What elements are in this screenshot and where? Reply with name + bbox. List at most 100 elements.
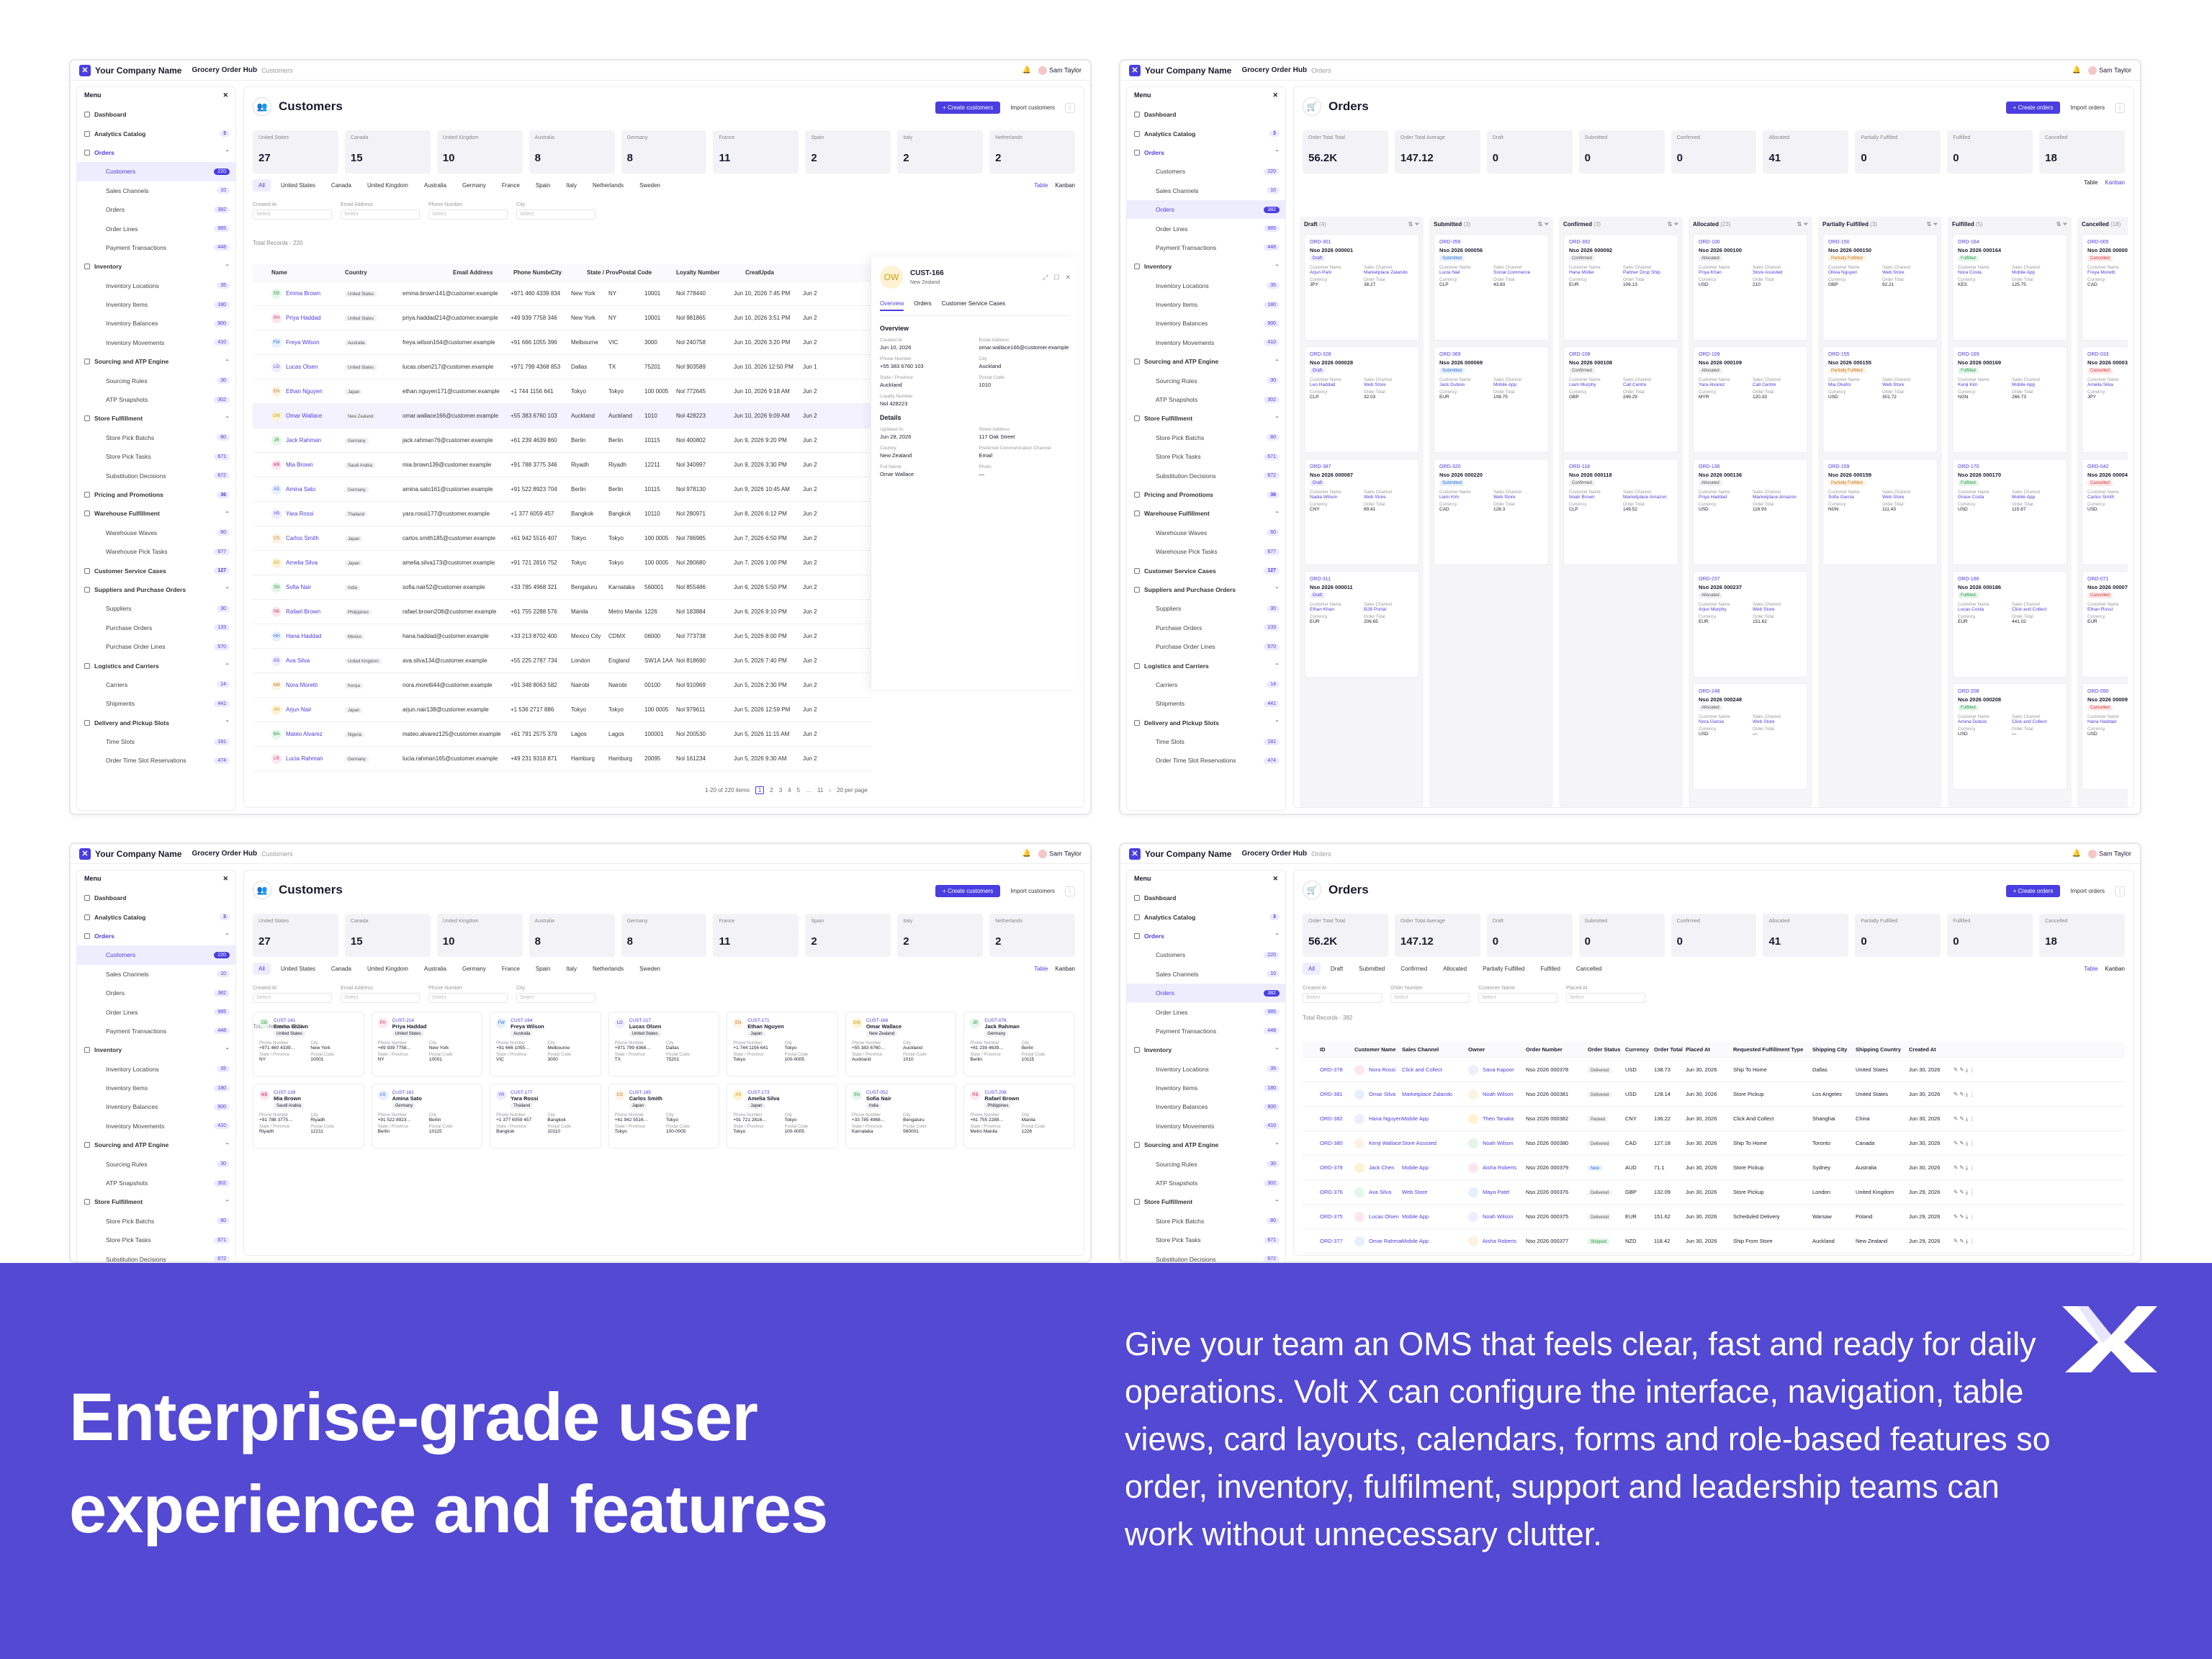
sidebar-item[interactable]: Sales Channels 10	[1127, 965, 1285, 984]
card-field-value[interactable]: Call Centre	[1753, 382, 1776, 387]
cell-text[interactable]: Mobile App	[1402, 1213, 1429, 1220]
order-id-link[interactable]: ORD-164	[1958, 240, 1979, 245]
filter-select[interactable]: Select	[341, 210, 420, 220]
customer-card[interactable]: YR CUST-177 Yara Rossi Thailand Phone Number…	[490, 1084, 601, 1148]
order-id-link[interactable]: ORD-208	[1958, 689, 1979, 694]
card-field-value[interactable]: Social Commerce	[1493, 270, 1531, 275]
table-row[interactable]: OW Omar Wallace New Zealand omar.wallace166…	[253, 404, 872, 428]
customer-name[interactable]: Emma Brown	[286, 289, 321, 297]
filter-select[interactable]: Select	[253, 993, 332, 1003]
user-menu[interactable]: Sam Taylor	[1038, 66, 1082, 75]
sidebar-item[interactable]: Customers 220	[1127, 945, 1285, 964]
filter-chip[interactable]: All	[253, 179, 271, 192]
filter-chip[interactable]: Netherlands	[592, 966, 624, 972]
table-cell[interactable]: Mobile App	[1402, 1238, 1468, 1244]
column-header[interactable]: City	[551, 269, 562, 276]
column-header[interactable]: Email Address	[453, 269, 493, 276]
table-cell[interactable]: Noah Wilson	[1468, 1138, 1526, 1148]
sidebar-item[interactable]: Analytics Catalog 3	[77, 907, 235, 926]
card-field-value[interactable]: Olivia Nguyen	[1828, 270, 1858, 275]
cell-text[interactable]: Noah Wilson	[1483, 1213, 1514, 1220]
sidebar-item[interactable]: Warehouse Waves 60	[1127, 523, 1285, 542]
sidebar-item[interactable]: Payment Transactions 448	[77, 1022, 235, 1040]
sidebar-item[interactable]: Customers 220	[77, 945, 235, 965]
order-card[interactable]: ORD-328 Nso 2026 000028 Draft Customer Name…	[1304, 346, 1419, 453]
filter-chip[interactable]: Italy	[566, 966, 577, 972]
customer-name[interactable]: Arjun Nair	[286, 706, 312, 713]
customer-name[interactable]: Mateo Alvarez	[286, 730, 323, 737]
sidebar-item[interactable]: Payment Transactions 448	[1127, 238, 1285, 257]
customer-card[interactable]: AS CUST-161 Amina Sato Germany Phone Number +…	[371, 1084, 483, 1148]
card-field-value[interactable]: Click and Collect	[2012, 719, 2047, 724]
cell-text[interactable]: Mobile App	[1402, 1238, 1429, 1244]
customer-name-cell[interactable]: AS Ava Silva	[271, 655, 345, 666]
cell-text[interactable]: Theo Tanaka	[1483, 1115, 1514, 1122]
order-card[interactable]: ORD-169 Nso 2026 000169 Fulfilled Customer …	[1952, 346, 2067, 453]
order-card[interactable]: ORD-150 Nso 2026 000150 Partially Fulfille…	[1822, 234, 1938, 341]
tab-table[interactable]: Table	[2084, 179, 2098, 186]
column-header[interactable]: Created At	[745, 269, 760, 276]
customer-name-cell[interactable]: HH Hana Haddad	[271, 631, 345, 642]
sidebar-item[interactable]: Store Fulfillment ⌃	[77, 1192, 235, 1211]
column-header[interactable]: Placed At	[1686, 1046, 1710, 1053]
page-button[interactable]: ›	[829, 787, 832, 793]
notification-bell-icon[interactable]: 🔔	[1022, 66, 1032, 74]
cell-text[interactable]: Mobile App	[1402, 1164, 1429, 1171]
notification-bell-icon[interactable]: 🔔	[1022, 850, 1032, 858]
customer-id[interactable]: CUST-214	[392, 1018, 414, 1023]
tab-kanban[interactable]: Kanban	[1055, 966, 1075, 972]
cell-text[interactable]: Noah Wilson	[1483, 1139, 1514, 1146]
card-field-value[interactable]: Marketplace Amazon	[1623, 495, 1667, 500]
card-field-value[interactable]: Grace Costa	[1958, 495, 1984, 500]
card-field-value[interactable]: Arjun Park	[1310, 270, 1332, 275]
sidebar-item[interactable]: Dashboard	[77, 105, 235, 124]
customer-card[interactable]: EB CUST-141 Emma Brown United States Phone N…	[253, 1012, 364, 1076]
table-cell[interactable]: Mobile App	[1402, 1115, 1468, 1122]
sidebar-item[interactable]: Sourcing Rules 30	[1127, 371, 1285, 390]
column-header[interactable]: Sales Channel	[1402, 1046, 1439, 1053]
filter-chip[interactable]: Australia	[423, 966, 446, 972]
sidebar-item[interactable]: Store Pick Tasks 671	[1127, 1231, 1285, 1249]
table-row[interactable]: AN Arjun Nair Japan arjun.nair138@customer.…	[253, 698, 872, 722]
sidebar-item[interactable]: Store Fulfillment ⌃	[1127, 409, 1285, 428]
sidebar-item[interactable]: Shipments 441	[1127, 694, 1285, 713]
table-row[interactable]: AS Amina Sato Germany amina.sato161@custome…	[253, 477, 872, 502]
customer-name-cell[interactable]: LR Lucia Rahman	[271, 753, 345, 764]
sidebar-item[interactable]: Store Pick Batchs 80	[77, 1212, 235, 1231]
order-card[interactable]: ORD-392 Nso 2026 000092 Confirmed Customer …	[1563, 234, 1678, 341]
column-header[interactable]: Name	[271, 269, 287, 276]
table-cell[interactable]: Web Store	[1402, 1189, 1468, 1195]
cell-text[interactable]: Nora Rossi	[1369, 1066, 1396, 1073]
customer-card[interactable]: PH CUST-214 Priya Haddad United States Phone…	[371, 1012, 483, 1076]
card-field-value[interactable]: Liam Kim	[1439, 495, 1460, 500]
sidebar-item[interactable]: Sourcing Rules 30	[77, 371, 235, 390]
sidebar-item[interactable]: Orders ⌃	[77, 927, 235, 945]
page-button[interactable]: 4	[788, 787, 791, 793]
order-id-link[interactable]: ORD-379	[1320, 1164, 1343, 1171]
card-field-value[interactable]: Mobile App	[1493, 382, 1517, 387]
cell-text[interactable]: Store Assisted	[1402, 1140, 1437, 1146]
sidebar-item[interactable]: Inventory ⌃	[1127, 257, 1285, 276]
sidebar-item[interactable]: Sales Channels 10	[77, 181, 235, 200]
table-cell[interactable]: Store Assisted	[1402, 1140, 1468, 1146]
tab-kanban[interactable]: Kanban	[1055, 182, 1075, 189]
card-field-value[interactable]: Mobile App	[2012, 270, 2036, 275]
filter-chip[interactable]: Sweden	[639, 182, 661, 189]
card-field-value[interactable]: Web Store	[1882, 270, 1905, 275]
column-header[interactable]: ID	[1320, 1046, 1326, 1053]
customer-id[interactable]: CUST-177	[511, 1090, 533, 1095]
customer-card[interactable]: EN CUST-171 Ethan Nguyen Japan Phone Number +…	[727, 1012, 838, 1076]
sidebar-item[interactable]: Inventory Balances 900	[1127, 1097, 1285, 1116]
sidebar-item[interactable]: Store Fulfillment ⌃	[1127, 1192, 1285, 1211]
customer-name[interactable]: Amina Sato	[286, 485, 316, 493]
order-card[interactable]: ORD-387 Nso 2026 000087 Draft Customer Name…	[1304, 459, 1419, 565]
table-cell[interactable]: Kenji Wallace	[1354, 1138, 1402, 1148]
order-id-link[interactable]: ORD-382	[1320, 1115, 1343, 1122]
table-row[interactable]: EN Ethan Nguyen Japan ethan.nguyen171@custo…	[253, 379, 872, 404]
filter-select[interactable]: Select	[341, 993, 420, 1003]
table-cell[interactable]: Omar Rahman	[1354, 1236, 1402, 1246]
filter-select[interactable]: Select	[1303, 993, 1382, 1003]
customer-card[interactable]: RB CUST-208 Rafael Brown Philippines Phone N…	[963, 1084, 1075, 1148]
sidebar-item[interactable]: Orders ⌃	[77, 143, 235, 162]
customer-name-cell[interactable]: EN Ethan Nguyen	[271, 386, 345, 397]
